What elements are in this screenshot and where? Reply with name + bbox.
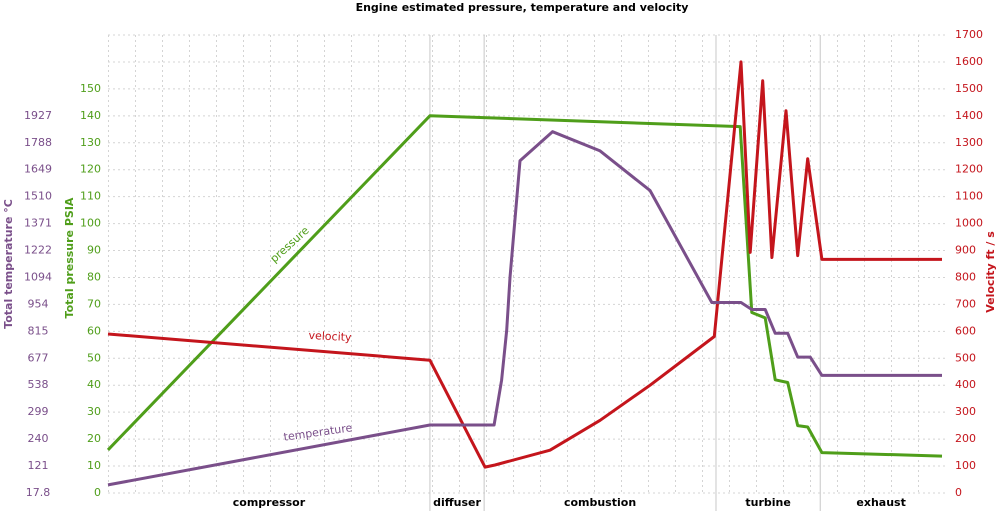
y3-axis-title: Total temperature °C xyxy=(2,199,15,329)
y3-tick-label: 954 xyxy=(28,297,49,310)
vertical-grid xyxy=(108,35,942,493)
y2-tick-label: 900 xyxy=(955,244,976,257)
y2-tick-label: 100 xyxy=(955,459,976,472)
chart-title: Engine estimated pressure, temperature a… xyxy=(356,1,689,14)
y2-tick-label: 1700 xyxy=(955,28,983,41)
y-tick-label: 10 xyxy=(87,459,101,472)
y3-tick-label: 815 xyxy=(28,324,49,337)
y-tick-label: 130 xyxy=(80,136,101,149)
y-tick-label: 90 xyxy=(87,244,101,257)
y3-tick-label: 1510 xyxy=(24,190,52,203)
y2-tick-label: 800 xyxy=(955,270,976,283)
y3-tick-label: 538 xyxy=(28,378,49,391)
y-tick-label: 120 xyxy=(80,163,101,176)
y2-axis-title: Velocity ft / s xyxy=(984,231,997,313)
y2-tick-label: 1400 xyxy=(955,109,983,122)
y2-tick-label: 700 xyxy=(955,297,976,310)
y3-tick-label: 1371 xyxy=(24,217,52,230)
y-tick-label: 100 xyxy=(80,217,101,230)
y3-tick-label: 240 xyxy=(28,432,49,445)
y2-tick-label: 0 xyxy=(955,486,962,499)
y2-tick-label: 1100 xyxy=(955,190,983,203)
y2-tick-label: 500 xyxy=(955,351,976,364)
y3-tick-label: 1222 xyxy=(24,244,52,257)
y3-tick-label: 17.8 xyxy=(26,486,51,499)
y-tick-label: 30 xyxy=(87,405,101,418)
y3-tick-label: 121 xyxy=(28,459,49,472)
y2-tick-label: 400 xyxy=(955,378,976,391)
y-tick-label: 20 xyxy=(87,432,101,445)
y2-tick-label: 300 xyxy=(955,405,976,418)
series-line xyxy=(106,114,943,458)
y3-tick-label: 1649 xyxy=(24,163,52,176)
y3-tick-label: 677 xyxy=(28,351,49,364)
series-label: velocity xyxy=(308,329,352,344)
y-tick-label: 60 xyxy=(87,324,101,337)
y2-tick-label: 600 xyxy=(955,324,976,337)
y-tick-label: 110 xyxy=(80,190,101,203)
y3-tick-label: 1788 xyxy=(24,136,52,149)
y2-tick-label: 1300 xyxy=(955,136,983,149)
y2-tick-label: 1200 xyxy=(955,163,983,176)
y-tick-label: 40 xyxy=(87,378,101,391)
section-label: turbine xyxy=(745,496,790,509)
y2-tick-label: 1000 xyxy=(955,217,983,230)
section-label: combustion xyxy=(564,496,636,509)
y-tick-label: 150 xyxy=(80,82,101,95)
section-label: exhaust xyxy=(856,496,905,509)
y3-tick-label: 1927 xyxy=(24,109,52,122)
section-label: compressor xyxy=(233,496,306,509)
section-label: diffuser xyxy=(433,496,481,509)
y2-tick-label: 200 xyxy=(955,432,976,445)
series-line xyxy=(107,130,942,487)
y-tick-label: 0 xyxy=(94,486,101,499)
y3-tick-label: 299 xyxy=(28,405,49,418)
y-tick-label: 140 xyxy=(80,109,101,122)
y-tick-label: 70 xyxy=(87,297,101,310)
y-axis-title: Total pressure PSIA xyxy=(63,197,76,318)
y3-tick-label: 1094 xyxy=(24,270,52,283)
y-tick-label: 80 xyxy=(87,270,101,283)
y-tick-label: 50 xyxy=(87,351,101,364)
y2-tick-label: 1500 xyxy=(955,82,983,95)
y2-tick-label: 1600 xyxy=(955,55,983,68)
series-line xyxy=(107,60,942,469)
